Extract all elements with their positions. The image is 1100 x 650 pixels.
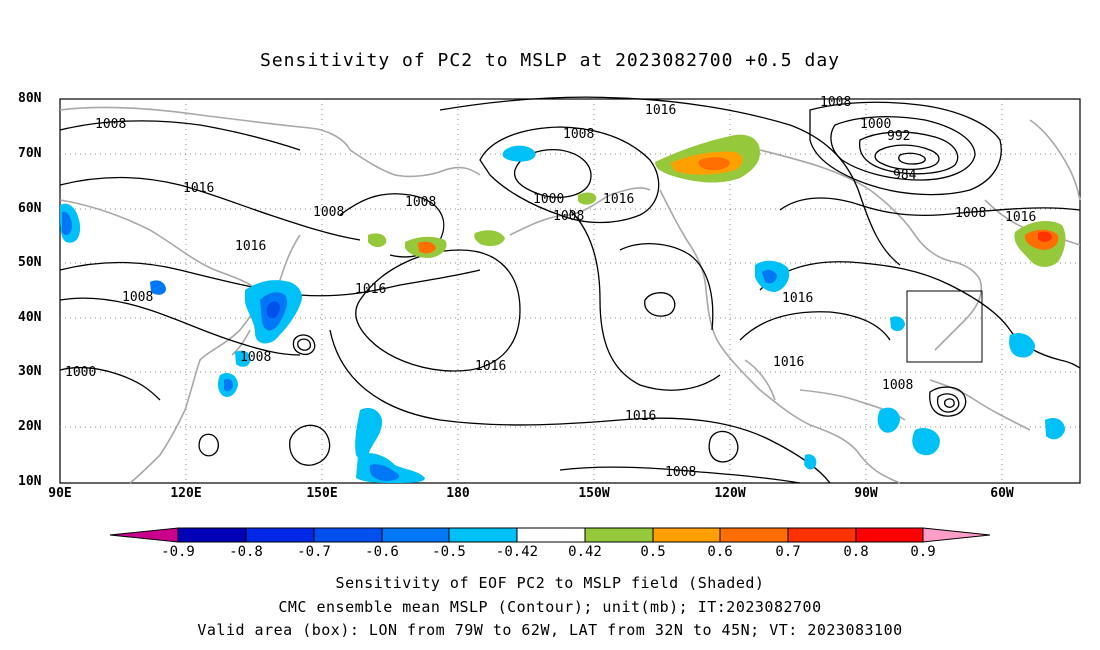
colorbar-segment <box>448 527 518 543</box>
contour-label: 1000 <box>65 365 96 380</box>
contour-label: 984 <box>893 168 917 183</box>
colorbar-tick-label: 0.8 <box>843 544 869 560</box>
lat-tick-label: 50N <box>18 255 42 270</box>
contour-label: 1008 <box>820 95 851 110</box>
lon-tick-label: 120W <box>714 486 746 501</box>
colorbar-tick-label: 0.5 <box>640 544 666 560</box>
colorbar-tick-label: -0.8 <box>229 544 263 560</box>
colorbar-segment <box>584 527 654 543</box>
colorbar-tick-label: 0.42 <box>568 544 602 560</box>
lat-tick-label: 40N <box>18 310 42 325</box>
footer-line-1: Sensitivity of EOF PC2 to MSLP field (Sh… <box>335 574 765 592</box>
contour-label: 1008 <box>665 465 696 480</box>
colorbar-segment <box>787 527 857 543</box>
colorbar-tick-label: -0.5 <box>432 544 466 560</box>
colorbar-segment <box>245 527 315 543</box>
colorbar-segment <box>313 527 383 543</box>
sensitivity-shading <box>60 134 1066 483</box>
contour-label: 1016 <box>355 282 386 297</box>
mslp-contours <box>59 96 1081 484</box>
contour-label: 1016 <box>782 291 813 306</box>
contour-label: 1016 <box>235 239 266 254</box>
contour-label: 1016 <box>603 192 634 207</box>
lat-tick-label: 60N <box>18 201 42 216</box>
contour-label: 1016 <box>183 181 214 196</box>
contour-label: 1016 <box>1005 210 1036 225</box>
contour-label: 1016 <box>773 355 804 370</box>
colorbar-tick-label: 0.7 <box>775 544 801 560</box>
lon-tick-label: 180 <box>446 486 470 501</box>
contour-label: 1008 <box>955 206 986 221</box>
colorbar-tick-label: -0.6 <box>365 544 399 560</box>
map-title: Sensitivity of PC2 to MSLP at 2023082700… <box>259 50 840 71</box>
contour-label: 1008 <box>313 205 344 220</box>
colorbar-segment <box>652 527 721 543</box>
colorbar-segment <box>719 527 789 543</box>
lat-tick-label: 30N <box>18 364 42 379</box>
contour-label: 1000 <box>533 192 564 207</box>
contour-label: 1008 <box>405 195 436 210</box>
contour-label: 992 <box>887 129 910 144</box>
contour-label: 1016 <box>645 103 676 118</box>
lat-tick-label: 70N <box>18 146 42 161</box>
colorbar-tick-label: 0.6 <box>707 544 733 560</box>
lon-tick-label: 120E <box>170 486 202 501</box>
footer-line-2: CMC ensemble mean MSLP (Contour); unit(m… <box>278 598 822 616</box>
contour-label: 1008 <box>240 350 271 365</box>
colorbar-tick-label: -0.42 <box>495 544 539 560</box>
colorbar-segment <box>381 527 450 543</box>
lon-tick-label: 90W <box>854 486 878 501</box>
contour-label: 1016 <box>625 409 656 424</box>
colorbar-tick-label: 0.9 <box>910 544 936 560</box>
footer-line-3: Valid area (box): LON from 79W to 62W, L… <box>197 621 903 639</box>
lon-tick-label: 90E <box>48 486 72 501</box>
contour-label: 1008 <box>882 378 913 393</box>
colorbar-upper-extension <box>922 527 991 543</box>
lon-tick-label: 150E <box>306 486 338 501</box>
contour-label: 1008 <box>122 290 153 305</box>
contour-label: 1016 <box>475 359 506 374</box>
contour-label: 1000 <box>860 117 891 132</box>
colorbar-lower-extension <box>109 527 179 543</box>
valid-area-box <box>906 290 983 363</box>
lon-tick-label: 150W <box>578 486 610 501</box>
lat-tick-label: 10N <box>18 474 42 489</box>
colorbar <box>109 527 991 543</box>
colorbar-tick-label: -0.9 <box>161 544 195 560</box>
colorbar-segment <box>177 527 247 543</box>
colorbar-segment <box>855 527 924 543</box>
contour-label: 1008 <box>563 127 594 142</box>
coastlines <box>59 106 1081 484</box>
lon-tick-label: 60W <box>990 486 1014 501</box>
grid-lines <box>60 99 1080 483</box>
colorbar-tick-label: -0.7 <box>297 544 331 560</box>
contour-label: 1008 <box>95 117 126 132</box>
lat-tick-label: 80N <box>18 91 42 106</box>
colorbar-segment <box>516 527 586 543</box>
lat-tick-label: 20N <box>18 419 42 434</box>
contour-label: 1008 <box>553 209 584 224</box>
